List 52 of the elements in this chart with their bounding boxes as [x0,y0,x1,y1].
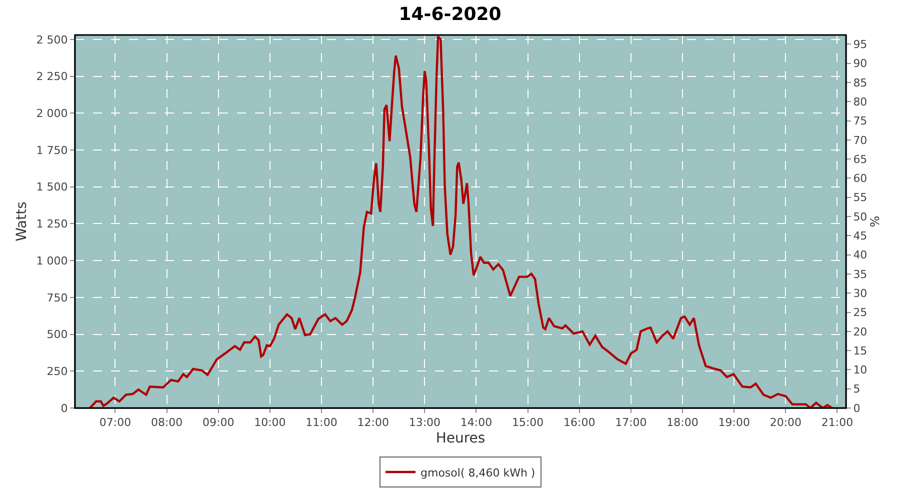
y2-tick-label: 5 [853,382,860,396]
y2-tick-label: 10 [853,364,868,377]
y-tick-label: 2 250 [36,70,68,84]
x-tick-label: 14:00 [460,416,492,430]
y-axis-title: Watts [14,202,30,242]
line-series [88,35,834,408]
legend-label: gmosol( 8,460 kWh ) [420,466,536,480]
x-tick-label: 21:00 [821,416,854,430]
y2-tick-label: 90 [853,57,868,70]
y2-tick-label: 95 [853,38,868,52]
y2-tick-label: 60 [853,172,868,186]
x-tick-label: 13:00 [408,416,441,430]
y2-tick-label: 70 [853,134,868,147]
y2-tick-label: 15 [853,344,868,358]
y2-tick-label: 35 [853,268,868,281]
y-tick-label: 2 000 [36,106,68,120]
y-tick-label: 250 [46,364,68,378]
x-tick-label: 16:00 [564,416,596,430]
y-tick-label: 2 500 [36,33,68,46]
x-tick-label: 08:00 [150,416,183,430]
x-tick-label: 15:00 [512,416,544,430]
y2-tick-label: 45 [853,230,868,243]
x-tick-label: 18:00 [666,416,698,430]
x-tick-label: 07:00 [99,416,132,430]
y2-tick-label: 75 [853,114,868,128]
y-tick-label: 1 500 [36,180,68,194]
y-tick-label: 1 000 [36,254,68,268]
x-axis-title: Heures [436,430,486,446]
y2-tick-label: 40 [853,248,868,262]
x-tick-label: 17:00 [615,416,647,430]
x-tick-label: 19:00 [718,416,750,430]
x-tick-label: 11:00 [306,416,338,430]
y-tick-label: 1 250 [36,218,68,231]
y2-tick-label: 30 [853,286,868,300]
y2-tick-label: 20 [853,325,868,338]
y2-axis-title: % [868,216,882,228]
y-tick-label: 500 [46,328,68,342]
x-tick-label: 10:00 [254,416,286,430]
x-tick-label: 20:00 [770,416,802,430]
y2-tick-label: 0 [853,402,860,415]
y2-tick-label: 85 [853,76,868,90]
y2-tick-label: 55 [853,191,868,204]
y-tick-label: 750 [46,291,68,304]
y2-tick-label: 25 [853,306,868,320]
x-tick-label: 12:00 [357,416,389,430]
chart-title: 14-6-2020 [398,4,502,26]
y2-tick-label: 80 [853,95,868,108]
y2-tick-label: 65 [853,152,868,166]
y-tick-label: 0 [60,402,68,415]
y2-tick-label: 50 [853,210,868,224]
x-tick-label: 09:00 [202,416,234,430]
y-tick-label: 1 750 [36,144,68,157]
